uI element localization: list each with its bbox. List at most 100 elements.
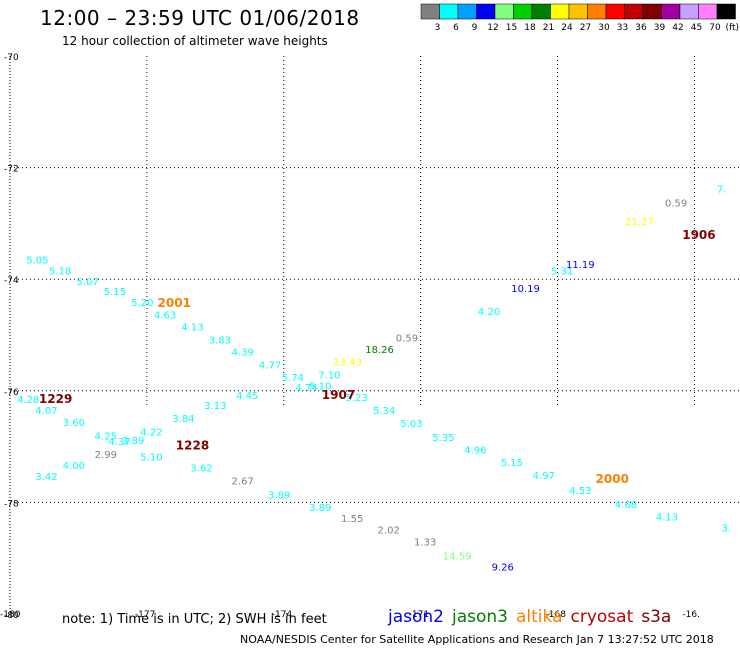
legend-swatch	[550, 3, 570, 20]
mission-label: jason2	[388, 607, 444, 627]
legend-swatch	[439, 3, 459, 20]
pass-time-label: 1229	[39, 392, 72, 406]
pass-time-label: 2001	[158, 296, 191, 310]
legend-label: 39	[654, 23, 666, 33]
wave-height-label: 7.10	[318, 371, 340, 382]
wave-height-label: 5.34	[373, 406, 395, 417]
lon-tick-label: -168	[546, 610, 567, 620]
wave-height-label: 3.13	[204, 401, 226, 412]
wave-height-label: 1.33	[414, 537, 436, 548]
legend-label: 36	[635, 23, 647, 33]
wave-height-label: 5.31	[551, 267, 573, 278]
lon-tick-label: -16.	[682, 610, 700, 620]
legend-unit: (ft)	[726, 23, 740, 33]
wave-height-label: 5.18	[49, 267, 71, 278]
wave-height-label: 3.42	[35, 472, 57, 483]
pass-time-label: 2000	[596, 472, 629, 486]
observations-layer: 5.055.18 5.07 5.15 5.204.63 4.13 3.834.39 4.77…	[17, 185, 731, 574]
wave-height-label: 4.28	[17, 395, 39, 406]
wave-height-label: 4.13	[656, 512, 678, 523]
legend-label: 33	[617, 23, 628, 33]
wave-height-label: 4.45	[236, 391, 258, 402]
footer-credit: NOAA/NESDIS Center for Satellite Applica…	[240, 633, 714, 646]
legend-swatch	[698, 3, 718, 20]
legend-swatch	[476, 3, 496, 20]
wave-height-label: 4.22	[140, 427, 162, 438]
wave-height-label: 0.59	[396, 334, 418, 345]
legend-label: 15	[506, 23, 517, 33]
wave-height-label: 3.89	[122, 436, 144, 447]
lat-tick-label: -78	[4, 499, 19, 509]
wave-height-label: 10.19	[511, 284, 540, 295]
wave-height-label: 5.15	[501, 458, 523, 469]
wave-height-label: 4.53	[569, 486, 591, 497]
mission-label: s3a	[641, 607, 672, 627]
legend-swatch	[457, 3, 477, 20]
wave-height-label: 3.62	[190, 464, 212, 475]
legend-swatch	[531, 3, 551, 20]
wave-height-label: 4.68	[615, 500, 637, 511]
wave-height-label: 3.83	[209, 335, 231, 346]
wave-height-label: 4.97	[533, 471, 555, 482]
legend-label: 3	[435, 23, 441, 33]
lat-tick-label: -72	[4, 165, 19, 175]
color-legend: 3 6 9 12 15 18 21 24 27 30 33 36 39 42 45 70 (ft)	[420, 3, 740, 33]
legend-swatch	[568, 3, 588, 20]
footer-note: note: 1) Time is in UTC; 2) SWH is in fe…	[62, 612, 327, 627]
wave-height-label: 5.15	[104, 287, 126, 298]
page-title: 12:00 – 23:59 UTC 01/06/2018	[40, 6, 360, 30]
mission-label: cryosat	[570, 607, 634, 627]
time-labels-layer: 2001 1229 1907 1228 1906 2000	[39, 228, 716, 486]
axis-ticks: -70 -72 -74 -76 -78 -80-180 -177 -174 -171 -168 -1…	[0, 53, 700, 621]
mission-label: altika	[516, 607, 563, 627]
wave-height-label: 9.26	[492, 562, 514, 573]
legend-label: 24	[561, 23, 573, 33]
wave-height-label: 4.20	[478, 307, 500, 318]
legend-label: 9	[472, 23, 478, 33]
wave-height-label: 4.96	[464, 445, 486, 456]
mission-legend: jason2 jason3 altika cryosat s3a	[388, 607, 679, 627]
wave-height-label: 5.35	[432, 433, 454, 444]
legend-swatch	[624, 3, 644, 20]
lat-tick-label: -76	[4, 388, 19, 398]
lat-tick-label: -70	[4, 53, 19, 63]
wave-height-label: 4.07	[35, 406, 57, 417]
legend-swatch	[679, 3, 699, 20]
wave-height-label: 5.10	[140, 453, 162, 464]
wave-height-label: 5.10	[309, 382, 331, 393]
wave-height-label: 4.00	[63, 461, 85, 472]
page-subtitle: 12 hour collection of altimeter wave hei…	[62, 34, 328, 48]
wave-height-label: 3.84	[172, 414, 194, 425]
wave-height-label: 4.74	[295, 383, 317, 394]
legend-swatch	[494, 3, 514, 20]
wave-height-label: 4.13	[181, 323, 203, 334]
pass-time-label: 1907	[322, 388, 355, 402]
legend-swatch	[661, 3, 681, 20]
legend-label: 6	[453, 23, 459, 33]
wave-height-label: 5.03	[400, 419, 422, 430]
wave-height-label: 5.23	[346, 393, 368, 404]
wave-height-label: 5.74	[282, 373, 304, 384]
legend-swatch	[587, 3, 607, 20]
wave-height-label: 11.19	[566, 260, 595, 271]
wave-height-label: 2.67	[232, 477, 254, 488]
wave-height-label: 4.37	[108, 437, 130, 448]
map-grid	[10, 56, 740, 503]
legend-swatch	[420, 3, 440, 20]
wave-height-label: 4.77	[259, 360, 281, 371]
wave-height-label: 3.60	[63, 418, 85, 429]
legend-label: 27	[580, 23, 591, 33]
legend-swatch	[605, 3, 625, 20]
wave-height-label: 4.25	[95, 431, 117, 442]
wave-height-label: 14.59	[443, 551, 472, 562]
legend-label: 21	[543, 23, 554, 33]
wave-height-label: 7.	[717, 185, 727, 196]
legend-swatch	[716, 3, 736, 20]
legend-label: 12	[487, 23, 498, 33]
mission-label: jason3	[452, 607, 508, 627]
wave-height-label: 5.05	[26, 256, 48, 267]
wave-height-label: 3.	[722, 523, 732, 534]
legend-swatch	[642, 3, 662, 20]
